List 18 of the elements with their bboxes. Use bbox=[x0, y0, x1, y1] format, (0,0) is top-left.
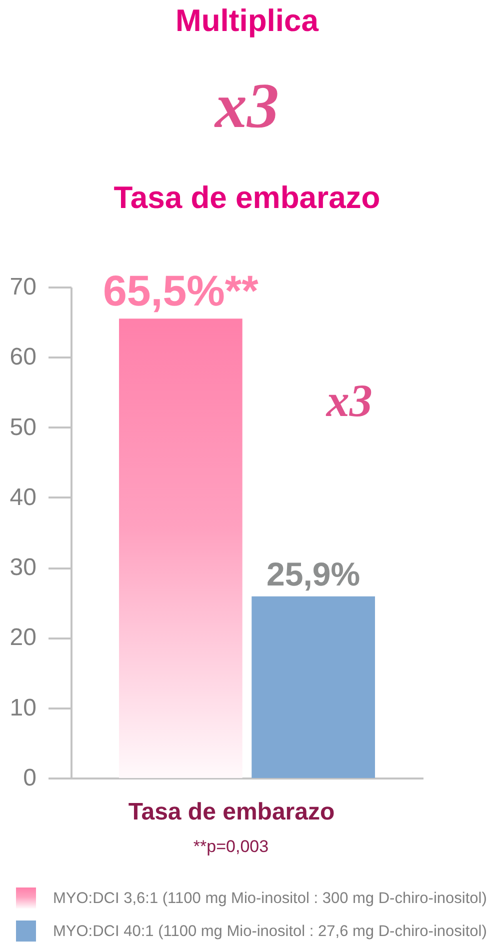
legend-label: MYO:DCI 3,6:1 (1100 mg Mio-inositol : 300 mg D-chiro-inositol) bbox=[53, 890, 487, 907]
data-label: 65,5%** bbox=[102, 268, 259, 316]
x-axis-title: Tasa de embarazo bbox=[128, 798, 335, 826]
y-tick-label: 40 bbox=[10, 484, 36, 511]
y-tick-label: 0 bbox=[23, 764, 36, 792]
y-tick-label: 50 bbox=[10, 414, 36, 441]
legend-label: MYO:DCI 40:1 (1100 mg Mio-inositol : 27,6 mg D-chiro-inositol) bbox=[53, 923, 487, 940]
y-tick-label: 10 bbox=[10, 694, 36, 722]
y-tick-label: 70 bbox=[10, 274, 36, 300]
y-tick-label: 20 bbox=[10, 624, 36, 652]
text: x3 bbox=[214, 70, 279, 141]
data-label: 25,9% bbox=[266, 555, 360, 592]
chart-title: Multiplica bbox=[176, 3, 320, 38]
text: **p=0,003 bbox=[193, 837, 269, 856]
y-tick-label: 30 bbox=[10, 554, 36, 582]
annotation: x3 bbox=[325, 374, 372, 426]
y-tick-label: 60 bbox=[10, 344, 36, 371]
chart-subtitle: Tasa de embarazo bbox=[114, 180, 380, 215]
